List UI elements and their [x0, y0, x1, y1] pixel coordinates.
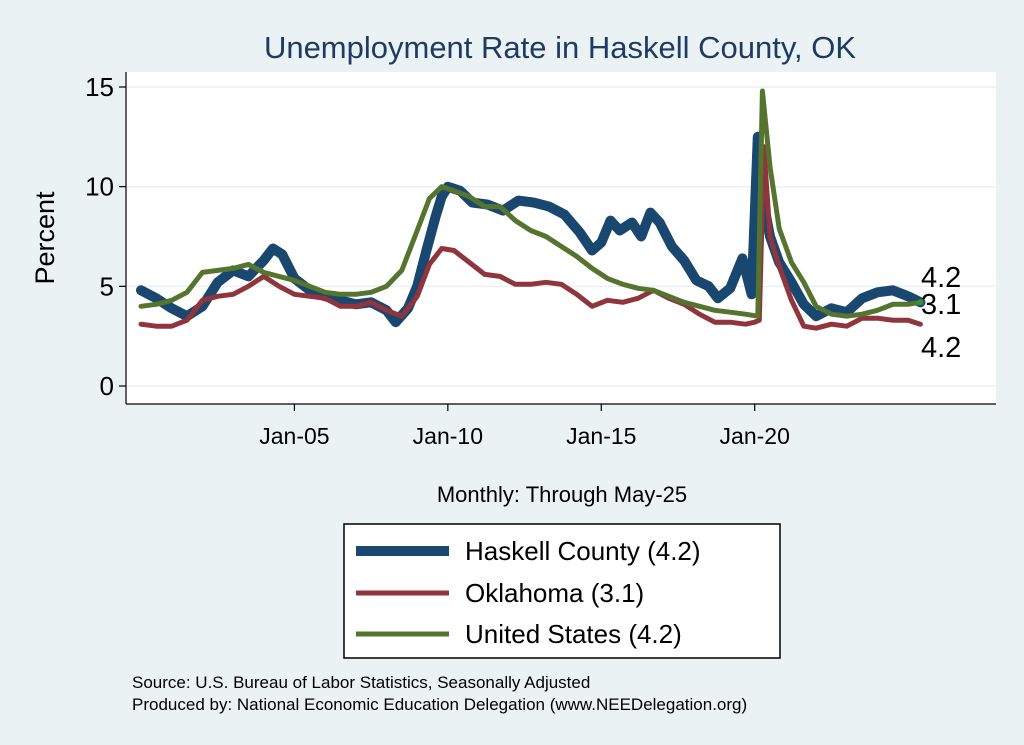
- y-axis-ticks: 0 5 10 15: [85, 72, 126, 401]
- legend-entry-label: United States (4.2): [465, 619, 682, 649]
- y-tick-label: 0: [100, 371, 114, 401]
- end-label-oklahoma: 3.1: [921, 289, 961, 321]
- legend-entry-label: Oklahoma (3.1): [465, 578, 644, 608]
- x-tick-label: Jan-10: [413, 423, 483, 449]
- series-end-marker: [917, 299, 924, 306]
- series-line-oklahoma: [138, 144, 923, 331]
- legend: Haskell County (4.2) Oklahoma (3.1) United…: [356, 536, 701, 649]
- series-lines: [136, 88, 926, 331]
- y-tick-label: 15: [85, 72, 114, 102]
- end-label-haskell-county: 4.2: [921, 262, 961, 294]
- y-tick-label: 5: [100, 271, 114, 301]
- y-tick-label: 10: [85, 172, 114, 202]
- series-line-united-states: [138, 88, 923, 319]
- x-tick-label: Jan-20: [720, 423, 790, 449]
- chart-title: Unemployment Rate in Haskell County, OK: [264, 30, 856, 65]
- x-axis-label: Monthly: Through May-25: [437, 482, 687, 507]
- x-axis-ticks: Jan-05 Jan-10 Jan-15 Jan-20: [259, 404, 790, 449]
- y-axis-label: Percent: [30, 191, 60, 285]
- producer-note: Produced by: National Economic Education…: [132, 695, 747, 714]
- plot-area: [126, 72, 996, 404]
- legend-entry-label: Haskell County (4.2): [465, 536, 701, 566]
- source-note: Source: U.S. Bureau of Labor Statistics,…: [132, 673, 590, 692]
- x-tick-label: Jan-05: [259, 423, 329, 449]
- end-value-labels: 4.23.14.2: [921, 262, 961, 364]
- x-tick-label: Jan-15: [566, 423, 636, 449]
- end-label-united-states: 4.2: [921, 332, 961, 364]
